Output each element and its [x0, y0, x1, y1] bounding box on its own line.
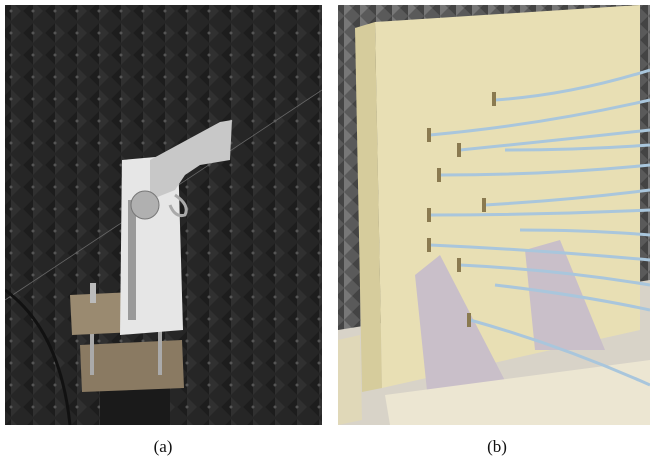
connectors — [427, 92, 496, 327]
spacer — [338, 335, 362, 425]
cable — [5, 288, 72, 425]
bolt — [90, 283, 96, 303]
caption: (b) — [487, 437, 507, 456]
grip — [150, 120, 232, 200]
board-edge — [355, 22, 382, 392]
rod — [158, 325, 162, 375]
rod — [90, 325, 94, 375]
cylinder — [130, 190, 160, 220]
photo-b — [338, 5, 650, 425]
caption: (a) — [154, 437, 173, 456]
wedge — [415, 255, 515, 420]
cables — [429, 68, 650, 387]
trigger-guard — [168, 193, 188, 217]
photo-a — [5, 5, 322, 425]
base-plate — [80, 340, 184, 392]
wood-block — [385, 360, 650, 425]
mount-rod — [128, 200, 136, 320]
